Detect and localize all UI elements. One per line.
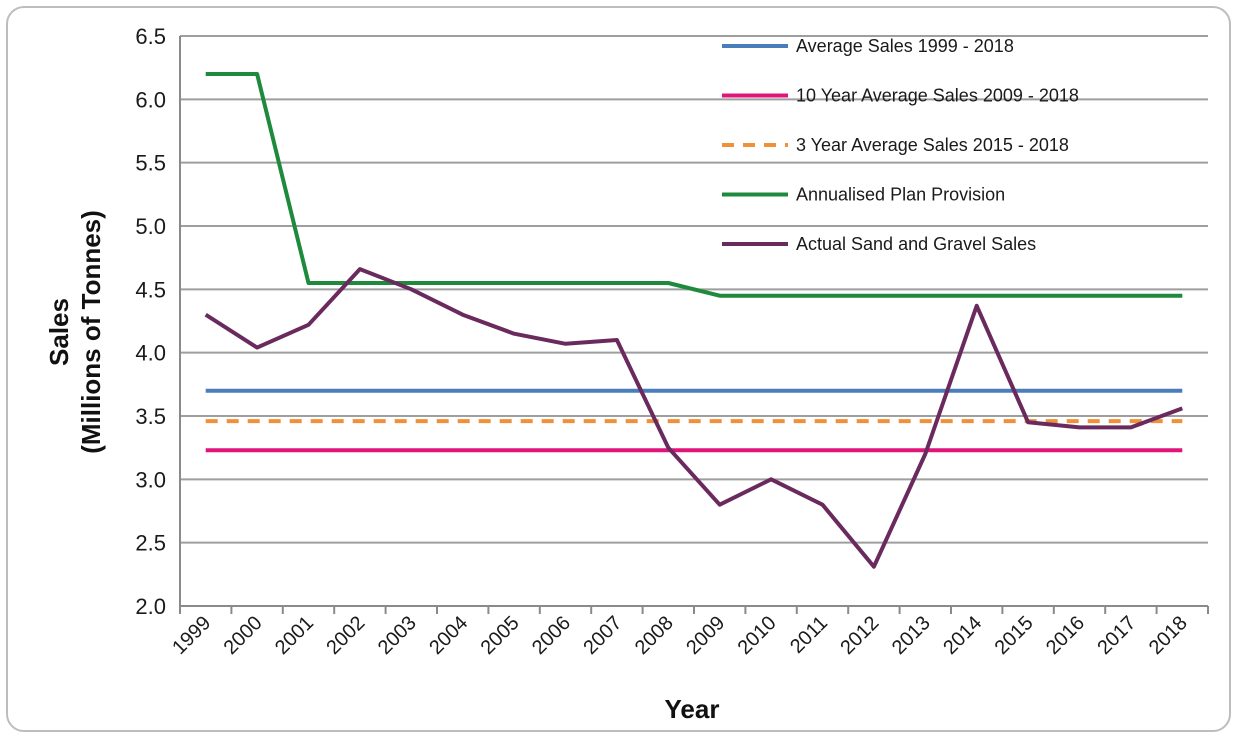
axes	[179, 36, 1209, 614]
x-tick-label: 2010	[734, 612, 781, 659]
gridlines	[180, 35, 1208, 544]
x-tick-label: 1999	[168, 612, 215, 659]
x-tick-label: 2005	[477, 612, 524, 659]
x-axis-title: Year	[665, 694, 720, 724]
x-tick-label: 2016	[1042, 612, 1089, 659]
y-tick-label: 5.5	[135, 151, 166, 176]
x-tick-label: 2006	[528, 612, 575, 659]
legend: Average Sales 1999 - 2018 10 Year Average…	[722, 36, 1079, 254]
x-tick-label: 2002	[322, 612, 369, 659]
x-tick-label: 2003	[374, 612, 421, 659]
x-tick-label: 2008	[631, 612, 678, 659]
x-tick-labels: 1999 2000 2001 2002 2003 2004 2005 2006 2007 2008…	[168, 612, 1192, 659]
x-tick-label: 2007	[579, 612, 626, 659]
y-axis-title-line1: Sales	[44, 298, 74, 366]
x-tick-label: 2001	[271, 612, 318, 659]
x-tick-label: 2013	[888, 612, 935, 659]
x-tick-label: 2004	[425, 612, 472, 659]
legend-label: Average Sales 1999 - 2018	[796, 36, 1014, 56]
y-axis-title-line2: (Millions of Tonnes)	[76, 210, 106, 454]
y-tick-label: 5.0	[135, 214, 166, 239]
y-tick-label: 3.0	[135, 467, 166, 492]
series-lines	[204, 72, 1183, 569]
y-tick-label: 4.0	[135, 341, 166, 366]
x-tick-label: 2014	[939, 612, 986, 659]
x-tick-label: 2012	[836, 612, 883, 659]
legend-label: 3 Year Average Sales 2015 - 2018	[796, 135, 1069, 155]
chart-frame	[6, 6, 1231, 732]
x-tick-label: 2000	[220, 612, 267, 659]
legend-label: 10 Year Average Sales 2009 - 2018	[796, 86, 1079, 106]
x-tick-label: 2018	[1145, 612, 1192, 659]
y-axis-title: Sales (Millions of Tonnes)	[44, 210, 106, 454]
x-tick-label: 2011	[786, 612, 832, 658]
y-tick-labels: 2.0 2.5 3.0 3.5 4.0 4.5 5.0 5.5 6.0 6.5	[135, 24, 166, 619]
y-tick-label: 6.0	[135, 87, 166, 112]
x-tick-label: 2015	[991, 612, 1038, 659]
x-tick-label: 2017	[1093, 612, 1140, 659]
x-tick-label: 2009	[682, 612, 729, 659]
y-tick-label: 4.5	[135, 277, 166, 302]
series-line	[205, 72, 1183, 298]
legend-label: Actual Sand and Gravel Sales	[796, 234, 1036, 254]
y-tick-label: 2.5	[135, 531, 166, 556]
series-line	[204, 267, 1183, 569]
y-tick-label: 6.5	[135, 24, 166, 49]
legend-label: Annualised Plan Provision	[796, 185, 1005, 205]
y-tick-label: 2.0	[135, 594, 166, 619]
y-tick-label: 3.5	[135, 404, 166, 429]
